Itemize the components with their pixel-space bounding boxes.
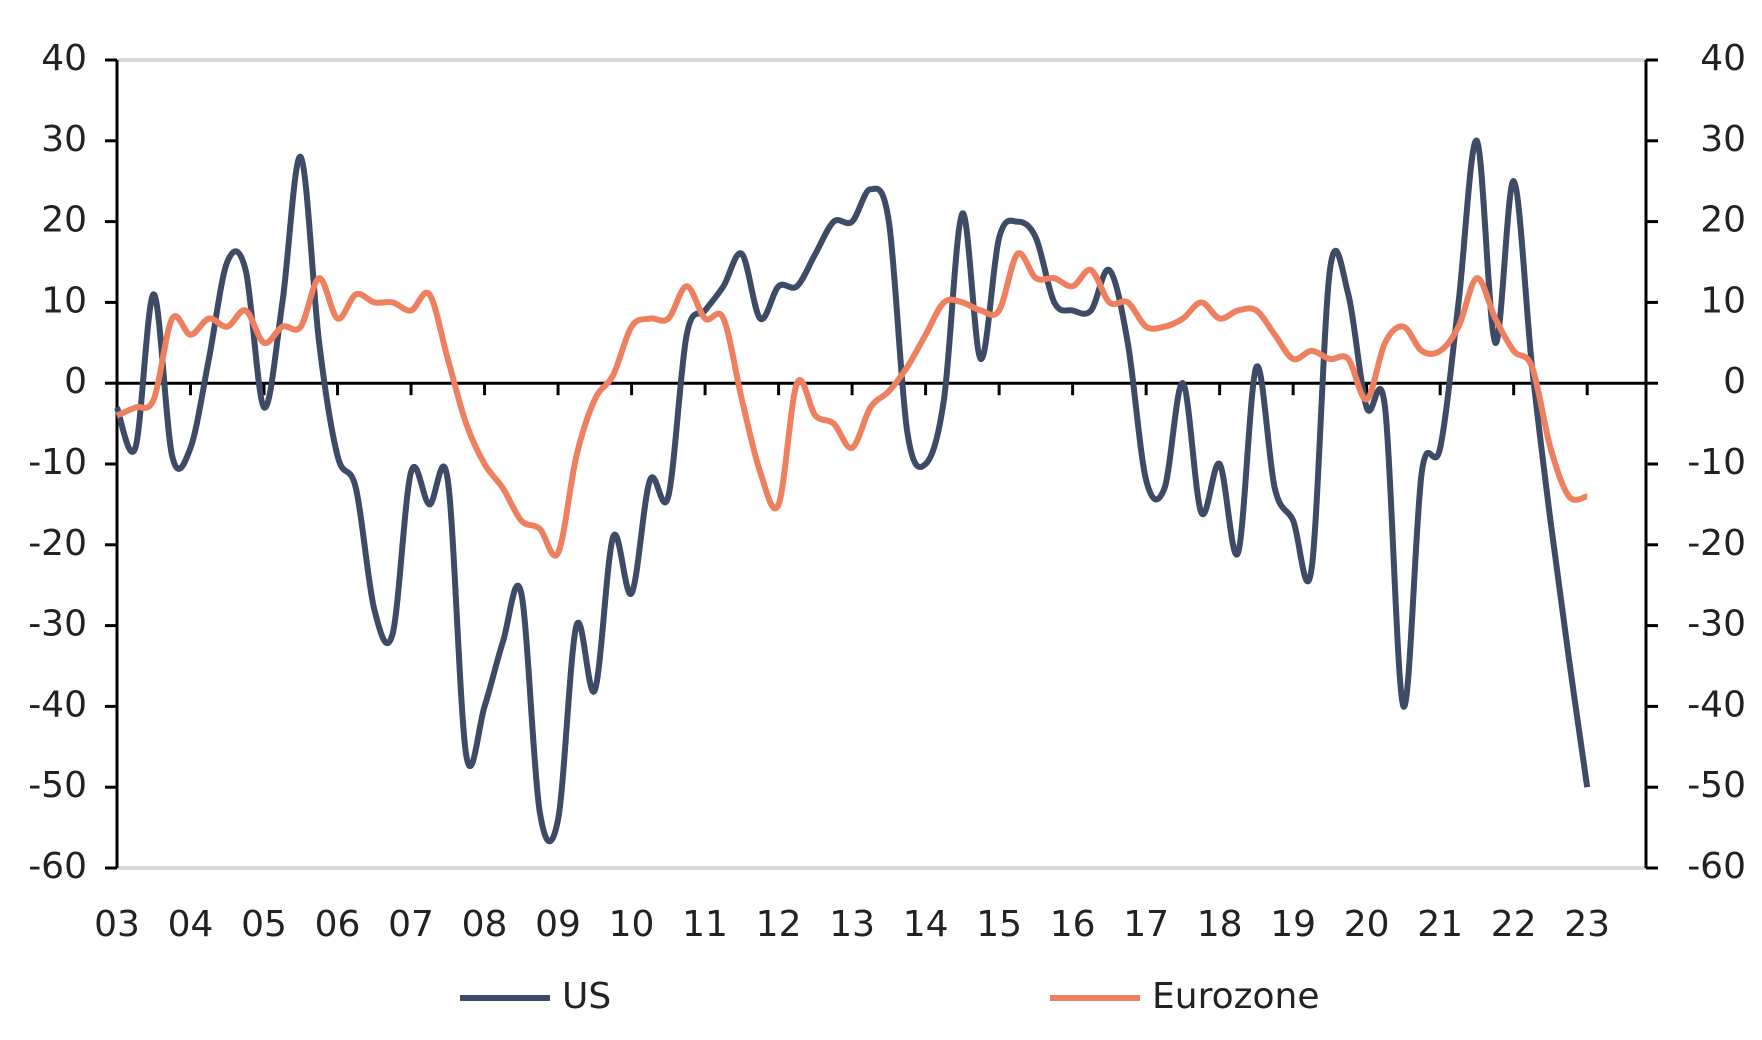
legend-label: US [562,976,611,1017]
y2-tick-label: 0 [1723,361,1746,402]
x-tick-label: 17 [1123,904,1169,945]
series-line [115,250,1588,559]
x-tick-label: 06 [315,904,361,945]
x-tick-label: 20 [1344,904,1390,945]
x-tick-label: 08 [462,904,508,945]
y-tick-label: -50 [28,765,87,806]
y-tick-label: -60 [28,846,87,887]
x-tick-label: 23 [1564,904,1610,945]
x-tick-label: 10 [609,904,655,945]
y2-tick-label: -10 [1687,442,1746,483]
series-line [114,137,1591,845]
x-tick-label: 09 [535,904,581,945]
legend-label: Eurozone [1152,976,1319,1017]
y2-tick-label: -20 [1687,523,1746,564]
x-tick-label: 04 [168,904,214,945]
y2-tick-label: -50 [1687,765,1746,806]
x-tick-label: 13 [829,904,875,945]
x-tick-label: 05 [241,904,287,945]
y-tick-label: -10 [28,442,87,483]
x-tick-label: 18 [1197,904,1243,945]
y2-tick-label: -60 [1687,846,1746,887]
x-tick-label: 11 [682,904,728,945]
x-tick-label: 15 [976,904,1022,945]
y-tick-label: 10 [41,280,87,321]
y2-tick-label: 10 [1700,280,1746,321]
y2-tick-label: -40 [1687,684,1746,725]
y-tick-label: -30 [28,604,87,645]
x-tick-label: 07 [388,904,434,945]
x-tick-label: 19 [1270,904,1316,945]
x-tick-label: 03 [94,904,140,945]
y-tick-label: 40 [41,38,87,79]
y2-tick-label: -30 [1687,604,1746,645]
y-tick-label: -20 [28,523,87,564]
y-tick-label: 20 [41,200,87,241]
y-tick-label: -40 [28,684,87,725]
x-tick-label: 14 [903,904,949,945]
y2-tick-label: 40 [1700,38,1746,79]
y-tick-label: 30 [41,119,87,160]
y2-tick-label: 30 [1700,119,1746,160]
x-tick-label: 16 [1050,904,1096,945]
x-tick-label: 12 [756,904,802,945]
y2-tick-label: 20 [1700,200,1746,241]
y-tick-label: 0 [64,361,87,402]
x-tick-label: 21 [1417,904,1463,945]
x-tick-label: 22 [1491,904,1537,945]
